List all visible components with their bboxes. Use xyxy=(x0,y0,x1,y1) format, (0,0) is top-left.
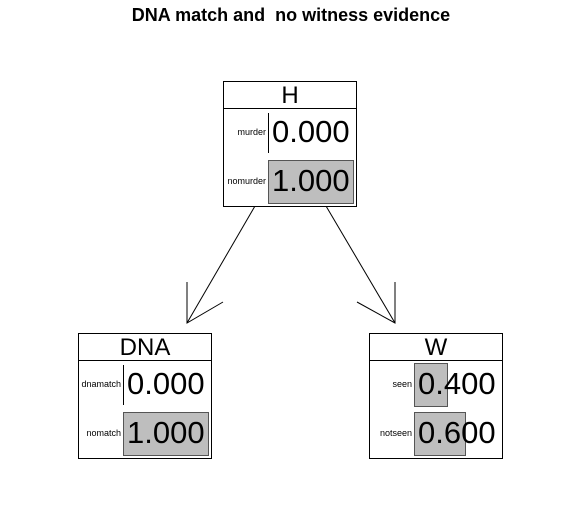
state-label: notseen xyxy=(379,428,412,438)
node-w-state-notseen: notseen 0.600 xyxy=(370,410,502,458)
probability-bar xyxy=(414,363,448,407)
probability-bar xyxy=(123,412,209,456)
probability-value: 0.400 xyxy=(418,366,496,401)
diagram-title: DNA match and no witness evidence xyxy=(131,5,451,25)
node-h[interactable]: H murder 0.000 nomurder 1.000 xyxy=(223,81,357,207)
node-w-state-seen: seen 0.400 xyxy=(370,361,502,409)
arrowhead-w xyxy=(356,282,396,324)
state-label: nomatch xyxy=(86,428,121,438)
node-dna-state-nomatch: nomatch 1.000 xyxy=(79,410,211,458)
node-h-name: H xyxy=(224,82,356,109)
state-label: nomurder xyxy=(227,176,266,186)
state-label: dnamatch xyxy=(81,379,121,389)
bar-axis xyxy=(123,365,124,405)
arrowhead-dna xyxy=(186,282,224,324)
probability-value: 0.000 xyxy=(272,114,350,149)
edge-h-to-dna xyxy=(186,205,256,324)
node-dna-name: DNA xyxy=(79,334,211,361)
edge-h-to-w xyxy=(325,205,396,324)
probability-value: 0.600 xyxy=(418,415,496,450)
node-w[interactable]: W seen 0.400 notseen 0.600 xyxy=(369,333,503,459)
probability-value: 1.000 xyxy=(127,415,205,450)
state-label: murder xyxy=(237,127,266,137)
node-dna[interactable]: DNA dnamatch 0.000 nomatch 1.000 xyxy=(78,333,212,459)
bar-axis xyxy=(268,113,269,153)
probability-value: 0.000 xyxy=(127,366,205,401)
node-h-state-murder: murder 0.000 xyxy=(224,109,356,157)
probability-bar xyxy=(414,412,466,456)
node-w-name: W xyxy=(370,334,502,361)
node-h-state-nomurder: nomurder 1.000 xyxy=(224,158,356,206)
state-label: seen xyxy=(392,379,412,389)
node-dna-state-dnamatch: dnamatch 0.000 xyxy=(79,361,211,409)
probability-value: 1.000 xyxy=(272,163,350,198)
probability-bar xyxy=(268,160,354,204)
